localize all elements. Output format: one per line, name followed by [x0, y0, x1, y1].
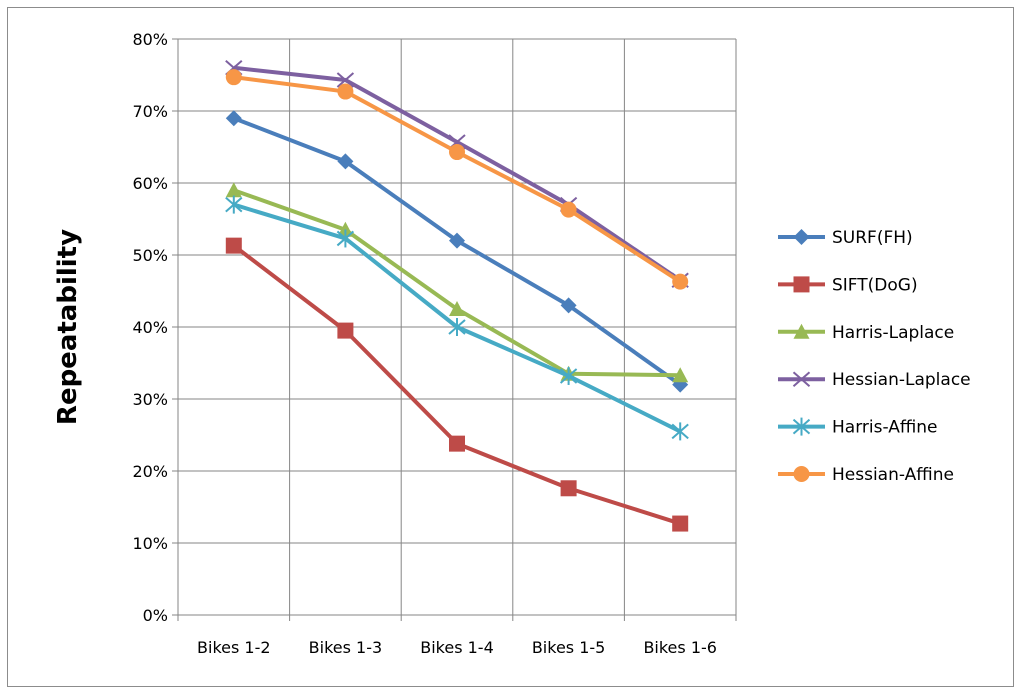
- y-tick-label: 60%: [132, 174, 168, 193]
- x-tick-label: Bikes 1-4: [420, 638, 494, 657]
- series: [225, 60, 689, 532]
- diamond-marker: [225, 110, 242, 127]
- data-point: [336, 72, 355, 88]
- legend-marker: [793, 229, 810, 245]
- legend-label: SURF(FH): [832, 228, 913, 248]
- legend-label: Hessian-Affine: [832, 465, 954, 485]
- circle-marker: [793, 466, 810, 482]
- circle-marker: [449, 144, 465, 161]
- data-point: [671, 422, 689, 441]
- data-point: [449, 232, 465, 249]
- data-point: [672, 273, 689, 290]
- circle-marker: [225, 69, 242, 86]
- circle-marker: [337, 83, 354, 100]
- data-point: [560, 480, 577, 497]
- data-point: [559, 366, 578, 385]
- diamond-marker: [793, 229, 810, 245]
- data-point: [449, 435, 465, 452]
- legend-marker: [792, 417, 811, 436]
- legend-label: Harris-Laplace: [832, 323, 954, 343]
- diamond-marker: [560, 297, 577, 314]
- x-tick-label: Bikes 1-6: [643, 638, 717, 657]
- triangle-marker: [672, 367, 689, 383]
- x-marker-stroke: [792, 371, 811, 387]
- legend-entry: SURF(FH): [778, 228, 913, 248]
- x-tick-label: Bikes 1-3: [309, 638, 383, 657]
- chart-frame: 0% 10% 20% 30% 40% 50% 60% 70% 80% Bikes 1-2 Bike…: [7, 7, 1014, 687]
- data-point: [225, 237, 242, 254]
- square-marker: [449, 435, 465, 452]
- legend-marker: [793, 323, 810, 339]
- data-point: [225, 69, 242, 86]
- square-marker: [560, 480, 577, 497]
- legend-label: Hessian-Laplace: [832, 370, 971, 390]
- legend: SURF(FH) SIFT(DoG) Harris-Laplace Hessian-L…: [778, 228, 971, 485]
- circle-marker: [560, 201, 577, 218]
- data-point: [225, 182, 242, 198]
- data-point: [449, 144, 465, 161]
- square-marker: [793, 276, 810, 293]
- diamond-marker: [337, 153, 354, 170]
- triangle-marker: [337, 221, 354, 237]
- y-tick-label: 20%: [132, 462, 168, 481]
- series-line: [233, 75, 682, 284]
- legend-entry: Hessian-Laplace: [778, 370, 971, 390]
- y-tick-label: 0%: [143, 606, 168, 625]
- x-tick-label: Bikes 1-2: [197, 638, 271, 657]
- data-point: [337, 153, 354, 170]
- data-point: [560, 297, 577, 314]
- data-point: [449, 301, 465, 316]
- legend-marker: [793, 466, 810, 482]
- y-tick-label: 80%: [132, 30, 168, 49]
- legend-label: SIFT(DoG): [832, 275, 918, 295]
- data-point: [225, 195, 243, 214]
- line-chart: 0%10%20%30%40%50%60%70%80% Bikes 1-2 Bike…: [53, 30, 971, 657]
- legend-marker: [792, 371, 811, 387]
- y-tick-label: 70%: [132, 102, 168, 121]
- data-point: [672, 367, 689, 383]
- data-point: [337, 221, 354, 237]
- y-axis-title: Repeatability: [53, 229, 83, 425]
- y-tick-label: 40%: [132, 318, 168, 337]
- series-line: [232, 244, 681, 526]
- legend-entry: Harris-Affine: [778, 417, 938, 438]
- series-SURF(FH): [225, 110, 689, 393]
- x-tick-label: Bikes 1-5: [532, 638, 606, 657]
- data-point: [560, 201, 577, 218]
- legend-entry: SIFT(DoG): [778, 275, 918, 295]
- series-Hessian-Laplace: [225, 60, 689, 288]
- triangle-marker: [793, 323, 810, 339]
- legend-entry: Harris-Laplace: [778, 323, 954, 343]
- y-tick-label: 50%: [132, 246, 168, 265]
- legend-entry: Hessian-Affine: [778, 465, 954, 485]
- data-point: [672, 515, 689, 532]
- diamond-marker: [449, 232, 465, 249]
- triangle-marker: [225, 182, 242, 198]
- data-point: [337, 83, 354, 100]
- grid: [178, 38, 737, 615]
- series-SIFT(DoG): [225, 237, 689, 532]
- axes: [172, 38, 737, 621]
- series-Harris-Laplace: [225, 182, 689, 383]
- y-tick-labels: 0% 10% 20% 30% 40% 50% 60% 70% 80%: [132, 30, 168, 625]
- square-marker: [672, 515, 689, 532]
- circle-marker: [672, 273, 689, 290]
- data-point: [336, 229, 355, 248]
- square-marker: [225, 237, 242, 254]
- y-tick-label: 10%: [132, 534, 168, 553]
- square-marker: [337, 322, 354, 339]
- data-point: [225, 110, 242, 127]
- series-Harris-Affine: [225, 195, 689, 441]
- triangle-marker: [449, 301, 465, 316]
- legend-label: Harris-Affine: [832, 418, 938, 438]
- series-Hessian-Affine: [225, 69, 689, 290]
- x-tick-labels: Bikes 1-2 Bikes 1-3 Bikes 1-4 Bikes 1-5 Bike…: [197, 638, 717, 657]
- data-point: [337, 322, 354, 339]
- data-point: [448, 318, 466, 336]
- series-line: [233, 188, 681, 378]
- y-tick-label: 30%: [132, 390, 168, 409]
- x-marker-stroke: [336, 72, 355, 88]
- legend-marker: [793, 276, 810, 293]
